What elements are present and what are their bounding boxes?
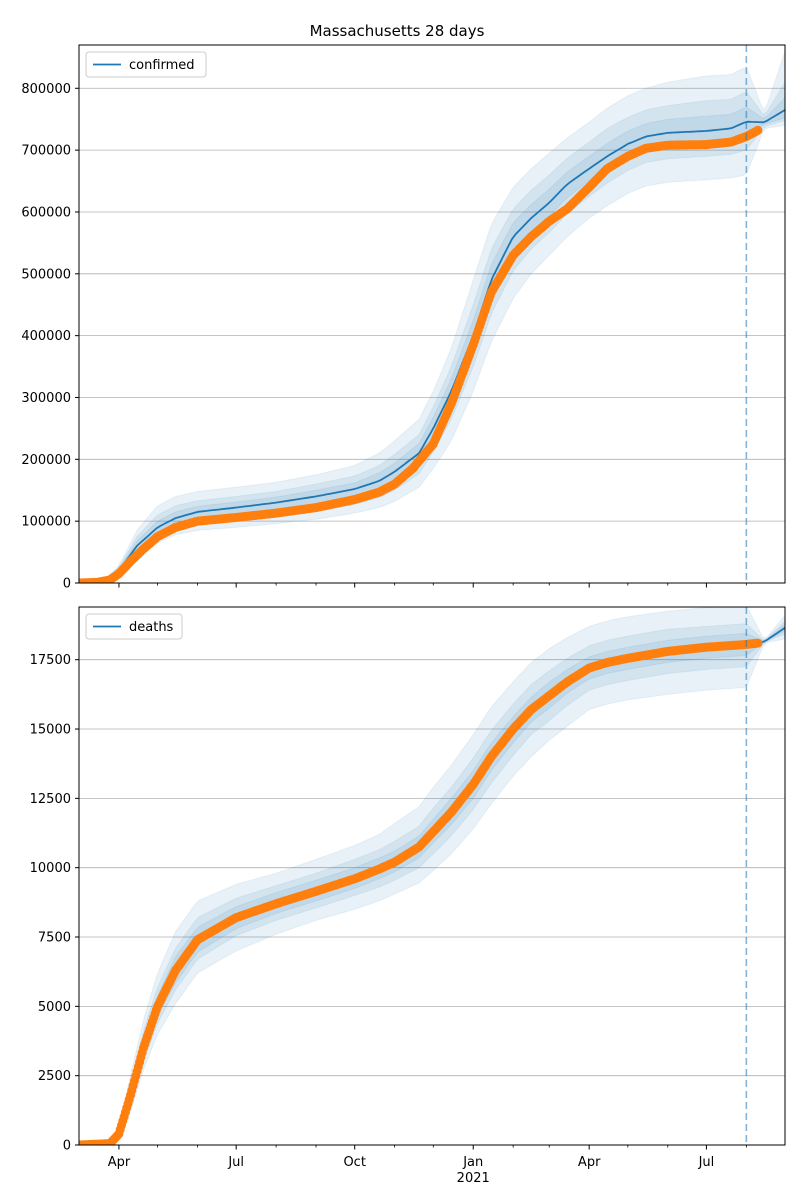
y-tick-label: 7500 [38, 931, 71, 946]
observed-point [753, 638, 763, 648]
model-line [79, 627, 785, 1145]
chart-title: Massachusetts 28 days [310, 22, 485, 40]
y-tick-label: 5000 [38, 1000, 71, 1015]
y-tick-label: 12500 [30, 792, 71, 807]
y-tick-label: 800000 [21, 82, 71, 97]
plot-area [79, 51, 785, 583]
axes-frame [78, 606, 786, 1146]
confidence-band [79, 607, 785, 1145]
x-tick-sublabel: 2021 [457, 1171, 490, 1186]
x-tick-label: Oct [343, 1155, 365, 1170]
legend-box [85, 51, 207, 78]
y-tick-label: 200000 [21, 453, 71, 468]
confidence-band [79, 51, 785, 583]
confidence-band [79, 623, 785, 1145]
x-tick-label: Apr [578, 1155, 601, 1170]
y-tick-label: 500000 [21, 267, 71, 282]
y-tick-label: 10000 [30, 861, 71, 876]
x-tick-label: Jul [227, 1155, 244, 1170]
legend-label: deaths [129, 620, 174, 635]
y-tick-label: 400000 [21, 329, 71, 344]
observed-points [79, 638, 763, 1145]
axes-frame [78, 44, 786, 584]
legend: deaths [85, 613, 183, 640]
y-tick-label: 15000 [30, 723, 71, 738]
y-tick-label: 0 [63, 1139, 71, 1154]
plot-area [79, 607, 785, 1145]
model-line [79, 109, 785, 583]
x-tick-label: Apr [108, 1155, 131, 1170]
observed-points [79, 125, 763, 583]
confirmed-panel: 0 100000 200000 300000 400000 500000 600000 700… [21, 44, 786, 592]
confidence-band [79, 81, 785, 583]
y-gridlines [79, 659, 785, 1146]
y-tick-label: 0 [63, 577, 71, 592]
y-tick-label: 17500 [30, 653, 71, 668]
legend: confirmed [85, 51, 207, 78]
y-tick-label: 100000 [21, 515, 71, 530]
x-tick-label: Jul [698, 1155, 715, 1170]
legend-box [85, 613, 183, 640]
confidence-band [79, 620, 785, 1145]
x-tick-label: Jan [462, 1155, 483, 1170]
y-tick-label: 2500 [38, 1069, 71, 1084]
observed-point [753, 125, 763, 135]
deaths-panel: 0 2500 5000 7500 10000 12500 15000 17500 Apr Jul O… [30, 606, 786, 1186]
y-tick-label: 300000 [21, 391, 71, 406]
y-tick-label: 600000 [21, 205, 71, 220]
y-tick-label: 700000 [21, 144, 71, 159]
legend-label: confirmed [129, 58, 195, 73]
